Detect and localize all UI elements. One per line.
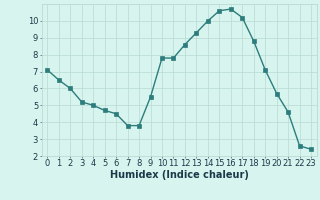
X-axis label: Humidex (Indice chaleur): Humidex (Indice chaleur): [110, 170, 249, 180]
